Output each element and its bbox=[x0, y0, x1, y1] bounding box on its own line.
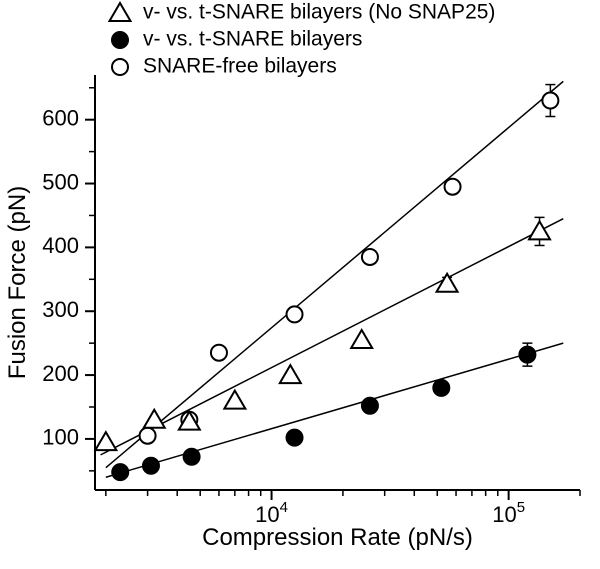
y-tick-label: 400 bbox=[42, 233, 79, 258]
y-tick-label: 100 bbox=[42, 425, 79, 450]
marker-circle-filled bbox=[184, 449, 200, 465]
y-tick-label: 300 bbox=[42, 297, 79, 322]
marker-triangle bbox=[144, 410, 165, 428]
chart-root: { "chart": { "type": "scatter-log-x", "w… bbox=[0, 0, 600, 569]
marker-triangle bbox=[529, 221, 550, 239]
marker-circle-open bbox=[287, 306, 303, 322]
marker-triangle bbox=[224, 391, 245, 409]
y-tick-label: 500 bbox=[42, 169, 79, 194]
trend-line-no-snap25 bbox=[101, 219, 564, 455]
marker-circle-open bbox=[362, 249, 378, 265]
legend-label: SNARE-free bilayers bbox=[143, 55, 337, 78]
marker-circle-open bbox=[445, 179, 461, 195]
marker-circle-filled bbox=[112, 464, 128, 480]
marker-triangle bbox=[280, 365, 301, 383]
marker-circle-open bbox=[211, 345, 227, 361]
marker-circle-open bbox=[112, 59, 128, 75]
marker-triangle bbox=[351, 330, 372, 348]
x-axis-label: Compression Rate (pN/s) bbox=[202, 524, 473, 551]
y-axis-label: Fusion Force (pN) bbox=[4, 186, 31, 379]
marker-circle-open bbox=[542, 93, 558, 109]
marker-triangle bbox=[95, 432, 116, 450]
legend-label: v- vs. t-SNARE bilayers (No SNAP25) bbox=[143, 1, 495, 24]
x-tick-label: 105 bbox=[492, 499, 525, 527]
marker-triangle bbox=[110, 3, 131, 21]
x-tick-label: 104 bbox=[255, 499, 288, 527]
marker-circle-filled bbox=[519, 347, 535, 363]
chart-svg: 100 200 300 400 500 600 104 105 Compression Rate… bbox=[0, 0, 600, 569]
marker-circle-filled bbox=[112, 32, 128, 48]
marker-circle-filled bbox=[433, 380, 449, 396]
legend-label: v- vs. t-SNARE bilayers bbox=[143, 28, 362, 51]
marker-circle-filled bbox=[362, 398, 378, 414]
marker-triangle bbox=[437, 274, 458, 292]
marker-circle-filled bbox=[287, 430, 303, 446]
marker-circle-open bbox=[140, 428, 156, 444]
y-tick-label: 600 bbox=[42, 106, 79, 131]
marker-circle-filled bbox=[143, 458, 159, 474]
y-tick-label: 200 bbox=[42, 361, 79, 386]
